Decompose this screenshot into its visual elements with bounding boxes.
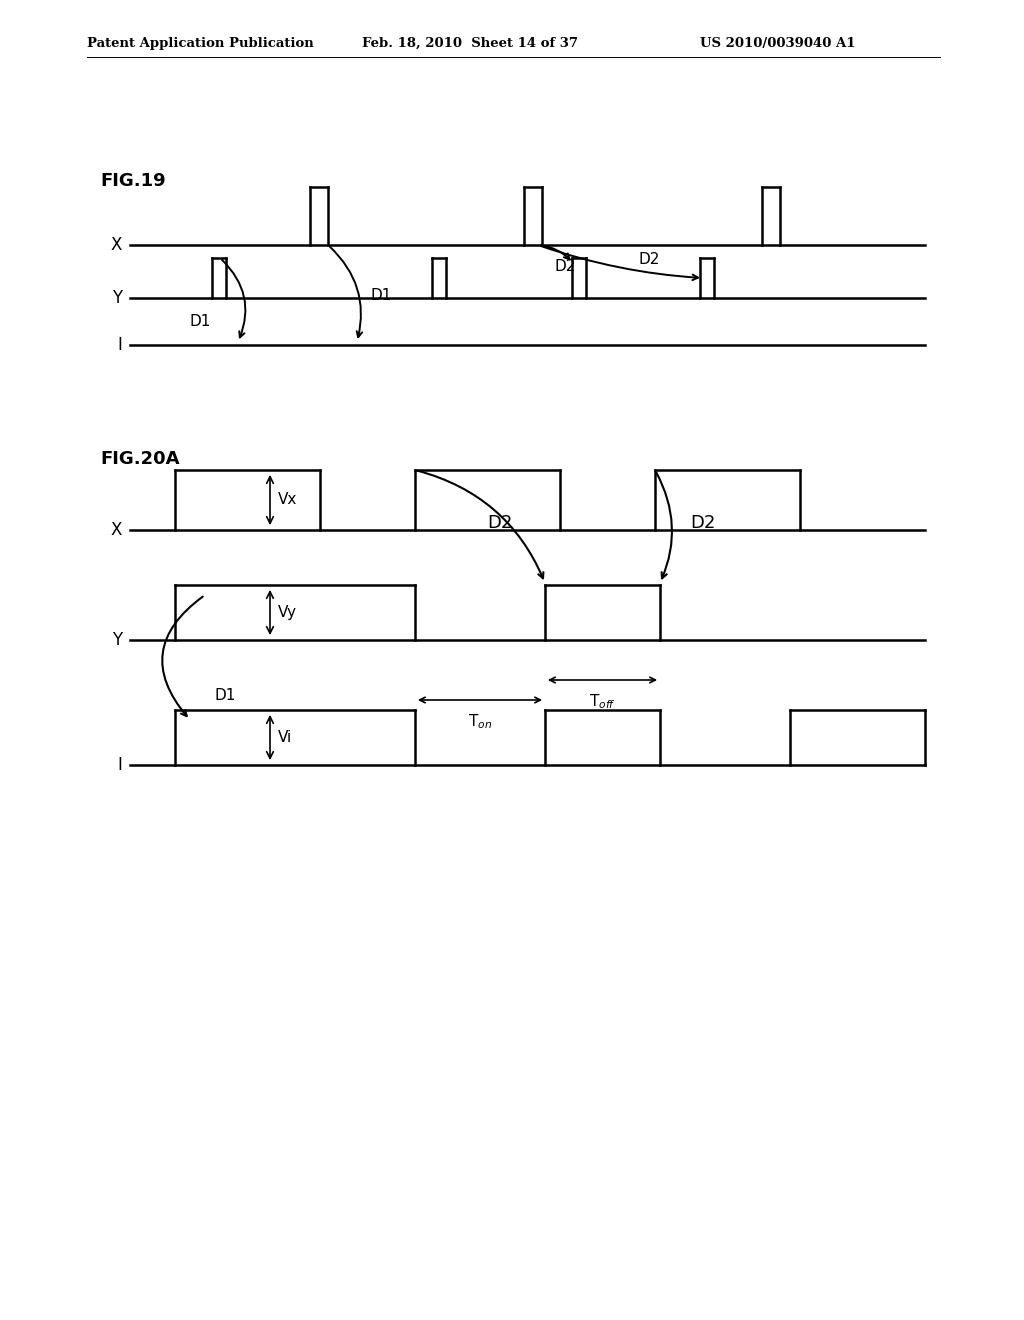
Text: D2: D2 [638,252,659,267]
Text: D1: D1 [215,688,237,702]
Text: X: X [111,521,122,539]
Text: D2: D2 [487,513,513,532]
Text: I: I [117,337,122,354]
Text: D2: D2 [555,259,577,275]
Text: T$_{off}$: T$_{off}$ [589,692,615,710]
Text: D1: D1 [189,314,211,329]
Text: D1: D1 [370,288,391,302]
Text: T$_{on}$: T$_{on}$ [468,711,492,731]
Text: US 2010/0039040 A1: US 2010/0039040 A1 [700,37,855,50]
Text: X: X [111,236,122,253]
Text: Y: Y [112,289,122,308]
Text: Vy: Vy [278,605,297,620]
Text: Vx: Vx [278,492,297,507]
Text: FIG.19: FIG.19 [100,172,166,190]
Text: Feb. 18, 2010  Sheet 14 of 37: Feb. 18, 2010 Sheet 14 of 37 [362,37,578,50]
Text: Y: Y [112,631,122,649]
Text: FIG.20A: FIG.20A [100,450,179,469]
Text: D2: D2 [690,513,716,532]
Text: Vi: Vi [278,730,292,744]
Text: Patent Application Publication: Patent Application Publication [87,37,313,50]
Text: I: I [117,756,122,774]
